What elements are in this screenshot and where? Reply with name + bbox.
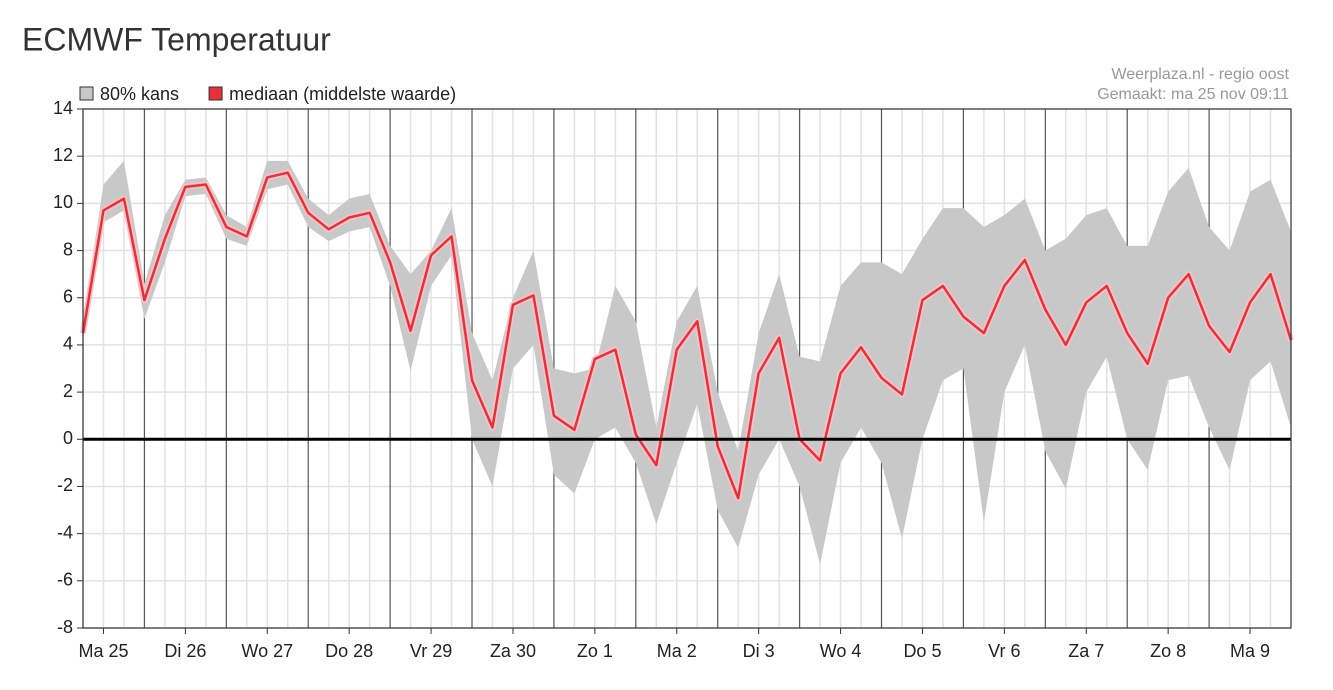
y-tick-label: 8	[63, 239, 73, 259]
chart-title: ECMWF Temperatuur	[22, 21, 331, 57]
y-tick-label: 6	[63, 286, 73, 306]
x-tick-label: Ma 9	[1230, 641, 1270, 661]
x-tick-label: Wo 4	[820, 641, 862, 661]
x-tick-label: Di 26	[164, 641, 206, 661]
plot-frame	[82, 108, 1292, 629]
y-tick-label: 10	[53, 192, 73, 212]
x-tick-label: Ma 2	[657, 641, 697, 661]
x-tick-label: Vr 6	[988, 641, 1020, 661]
made-stamp: Gemaakt: ma 25 nov 09:11	[1097, 86, 1289, 103]
y-tick-label: 2	[63, 381, 73, 401]
y-tick-label: -8	[57, 617, 73, 637]
legend-label: 80% kans	[100, 84, 179, 104]
x-tick-label: Za 7	[1068, 641, 1104, 661]
x-tick-label: Ma 25	[78, 641, 128, 661]
x-tick-label: Vr 29	[410, 641, 452, 661]
x-tick-label: Di 3	[743, 641, 775, 661]
y-tick-label: -2	[57, 475, 73, 495]
legend-swatch	[79, 86, 94, 101]
y-tick-label: -6	[57, 570, 73, 590]
y-tick-label: 0	[63, 428, 73, 448]
x-tick-label: Wo 27	[241, 641, 293, 661]
y-tick-label: 12	[53, 145, 73, 165]
median-line	[81, 171, 1293, 500]
source: Weerplaza.nl - regio oost	[1111, 66, 1289, 83]
y-tick-label: -4	[57, 522, 73, 542]
legend-swatch	[208, 86, 223, 101]
y-tick-label: 4	[63, 334, 73, 354]
x-tick-label: Do 5	[903, 641, 941, 661]
x-tick-label: Zo 8	[1150, 641, 1186, 661]
legend-label: mediaan (middelste waarde)	[229, 84, 456, 104]
x-tick-label: Za 30	[490, 641, 536, 661]
y-tick-label: 14	[53, 98, 73, 118]
x-tick-label: Do 28	[325, 641, 373, 661]
x-tick-label: Zo 1	[577, 641, 613, 661]
band-area	[83, 160, 1291, 565]
